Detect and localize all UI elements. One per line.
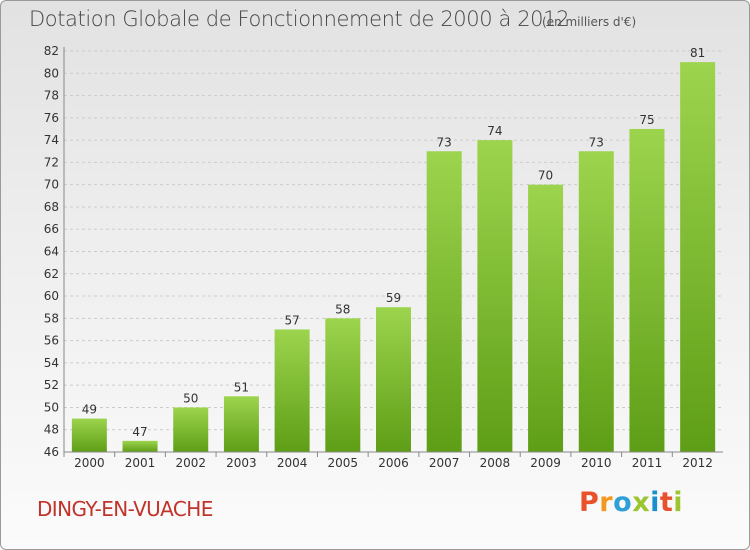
y-tick-label: 74 (44, 133, 59, 147)
y-tick-label: 50 (44, 400, 59, 414)
y-tick-label: 66 (44, 222, 59, 236)
y-tick-label: 76 (44, 111, 59, 125)
bar-2007 (426, 151, 462, 452)
y-axis-ticks: 46 48 50 52 54 56 58 60 62 64 66 68 70 72 74 76 78 80 82 (44, 44, 59, 459)
x-tick-label-2002: 2002 (175, 456, 206, 470)
y-tick-label: 70 (44, 178, 59, 192)
bar-2011 (629, 128, 665, 452)
value-label-2006: 59 (386, 291, 401, 305)
x-tick-label-2006: 2006 (378, 456, 409, 470)
chart-title: Dotation Globale de Fonctionnement de 20… (29, 7, 570, 31)
y-tick-label: 54 (44, 356, 59, 370)
x-tick-label-2001: 2001 (125, 456, 156, 470)
value-label-2011: 75 (639, 113, 654, 127)
y-tick-label: 60 (44, 289, 59, 303)
y-tick-label: 72 (44, 155, 59, 169)
y-tick-label: 56 (44, 334, 59, 348)
bar-2005 (325, 318, 361, 452)
x-tick-label-2000: 2000 (74, 456, 105, 470)
value-label-2012: 81 (690, 46, 705, 60)
logo-letter: r (599, 487, 614, 518)
logo-letter: P (579, 487, 600, 518)
y-tick-label: 64 (44, 245, 59, 259)
bar-2000 (71, 418, 107, 452)
x-tick-label-2011: 2011 (632, 456, 663, 470)
value-label-2008: 74 (487, 124, 502, 138)
logo-letter: t (659, 487, 674, 518)
y-tick-label: 58 (44, 311, 59, 325)
x-tick-label-2007: 2007 (429, 456, 460, 470)
y-tick-label: 48 (44, 423, 59, 437)
proxiti-logo: Proxiti (579, 487, 683, 518)
x-axis-ticks: 2000 2001 2002 2003 2004 2005 2006 2007 2008 2009… (63, 452, 713, 470)
logo-letter: x (632, 487, 651, 518)
unit-note: (en milliers d'€) (542, 15, 637, 29)
value-label-2003: 51 (234, 380, 249, 394)
y-tick-label: 82 (44, 44, 59, 58)
x-tick-label-2012: 2012 (682, 456, 713, 470)
y-tick-label: 68 (44, 200, 59, 214)
bar-2010 (578, 151, 614, 452)
value-label-2001: 47 (132, 425, 147, 439)
value-label-2005: 58 (335, 302, 350, 316)
y-tick-label: 46 (44, 445, 59, 459)
logo-letter: o (613, 487, 633, 518)
x-tick-label-2008: 2008 (480, 456, 511, 470)
y-tick-label: 62 (44, 267, 59, 281)
bar-2006 (376, 307, 411, 452)
bar-2002 (173, 407, 209, 452)
value-label-2004: 57 (284, 313, 299, 327)
logo-letter: i (650, 487, 660, 518)
logo-letter: i (673, 487, 684, 518)
value-label-2009: 70 (538, 169, 553, 183)
value-label-2000: 49 (82, 403, 97, 417)
x-tick-label-2009: 2009 (530, 456, 561, 470)
bar-2003 (223, 396, 259, 452)
x-tick-label-2005: 2005 (328, 456, 359, 470)
value-label-2010: 73 (589, 135, 604, 149)
x-tick-label-2010: 2010 (581, 456, 612, 470)
value-label-2007: 73 (437, 135, 452, 149)
y-tick-label: 78 (44, 89, 59, 103)
bar-2009 (528, 184, 564, 452)
bar-2012 (680, 62, 716, 453)
bars (71, 62, 716, 453)
bar-2001 (122, 440, 158, 452)
bar-2008 (477, 140, 513, 452)
x-tick-label-2003: 2003 (226, 456, 257, 470)
y-tick-label: 52 (44, 378, 59, 392)
value-label-2002: 50 (183, 391, 198, 405)
x-tick-label-2004: 2004 (277, 456, 308, 470)
value-labels: 49 47 50 51 57 58 59 73 74 70 73 75 81 (82, 46, 706, 439)
commune-name: DINGY-EN-VUACHE (37, 497, 213, 521)
bar-2004 (274, 329, 310, 452)
y-tick-label: 80 (44, 66, 59, 80)
